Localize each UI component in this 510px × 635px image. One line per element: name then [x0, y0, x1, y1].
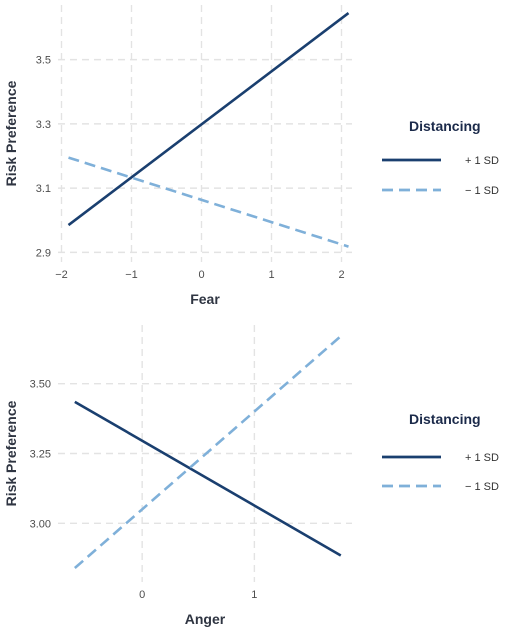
y-tick-label: 3.1 [36, 183, 51, 195]
x-tick-label: 1 [268, 269, 274, 281]
legend-label: + 1 SD [465, 155, 499, 167]
series-line-plus-1sd [74, 400, 342, 557]
y-tick-label: 3.25 [30, 449, 51, 461]
legend-title: Distancing [409, 411, 481, 427]
series-line-minus-1sd [68, 156, 349, 248]
panel-1: −2 −1 0 1 2 2.9 3.1 3.3 3.5 Fear Risk Preference Di… [3, 5, 499, 307]
x-tick-label: −2 [55, 269, 68, 281]
series-line-minus-1sd [73, 335, 342, 570]
x-tick-label: 0 [198, 269, 204, 281]
y-tick-label: 3.5 [36, 55, 51, 67]
y-tick-label: 2.9 [36, 247, 51, 259]
panel-2: 0 1 3.00 3.25 3.50 Anger Risk Preference Distan… [3, 325, 499, 627]
legend: Distancing + 1 SD − 1 SD [382, 411, 499, 493]
x-tick-label: 2 [338, 269, 344, 281]
legend: Distancing + 1 SD − 1 SD [382, 118, 499, 197]
x-tick-label: −1 [125, 269, 138, 281]
y-tick-label: 3.3 [36, 119, 51, 131]
x-axis-title: Anger [185, 611, 226, 627]
y-axis-title: Risk Preference [3, 80, 19, 186]
y-tick-label: 3.50 [30, 379, 51, 391]
legend-label: − 1 SD [465, 185, 499, 197]
y-tick-label: 3.00 [30, 518, 51, 530]
legend-label: − 1 SD [465, 481, 499, 493]
x-tick-label: 0 [139, 589, 145, 601]
series-line-plus-1sd [67, 11, 350, 227]
x-axis-title: Fear [190, 291, 220, 307]
x-tick-label: 1 [251, 589, 257, 601]
legend-label: + 1 SD [465, 452, 499, 464]
y-axis-title: Risk Preference [3, 400, 19, 506]
legend-title: Distancing [409, 118, 481, 134]
